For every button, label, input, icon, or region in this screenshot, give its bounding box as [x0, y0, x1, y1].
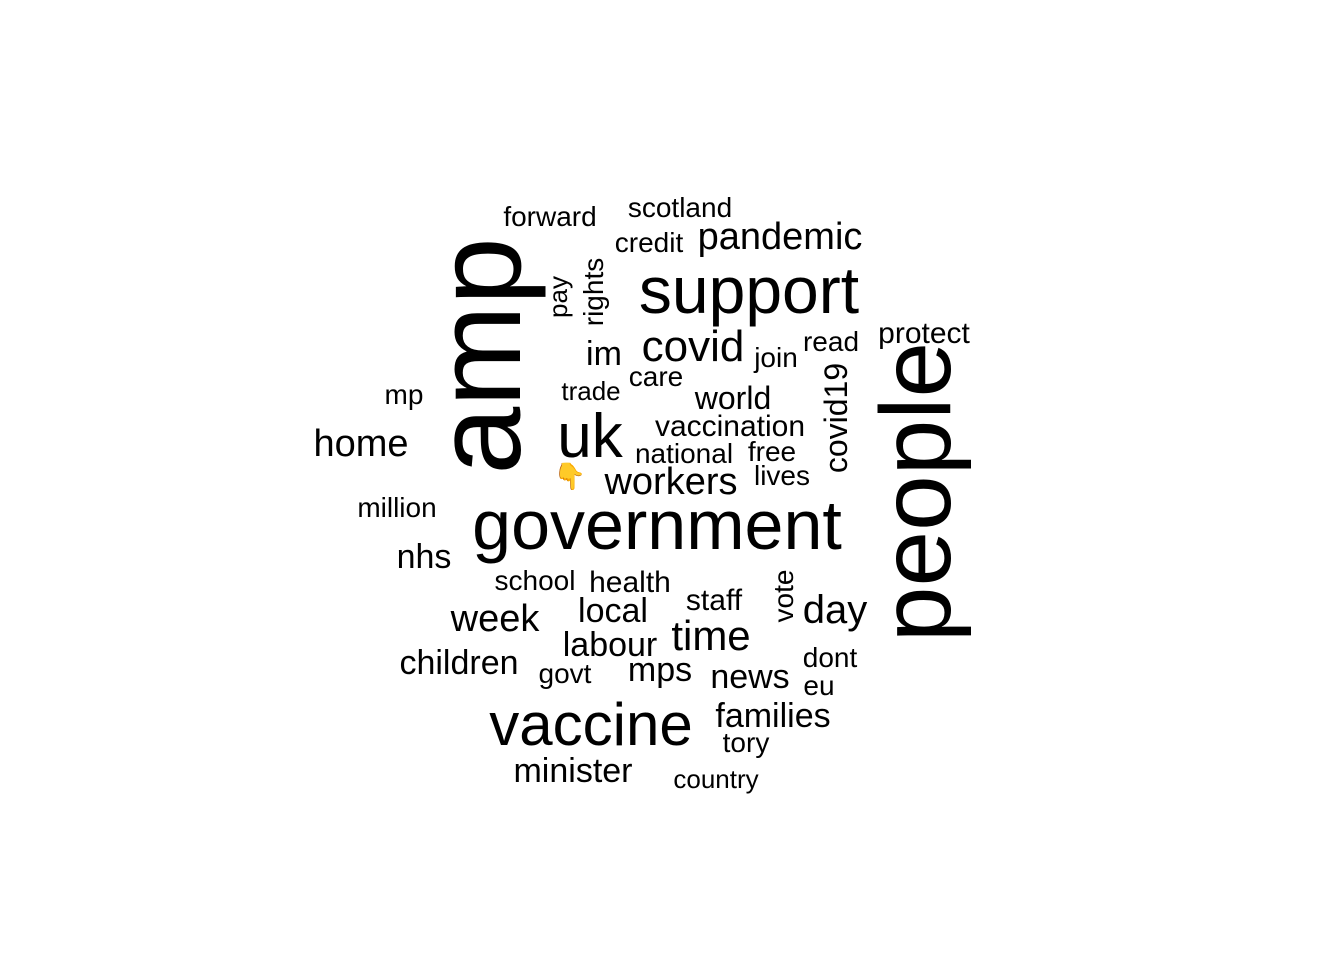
word-amp: amp	[410, 237, 546, 475]
word-pandemic: pandemic	[697, 216, 863, 258]
word-week: week	[450, 598, 540, 640]
word-forward: forward	[503, 201, 597, 232]
word-workers: workers	[604, 461, 738, 503]
word-support: support	[638, 253, 860, 327]
word-join: join	[754, 342, 798, 373]
word-covid: covid	[641, 322, 745, 371]
word-staff: staff	[685, 584, 743, 617]
word-im: im	[586, 335, 622, 373]
word-mp: mp	[384, 379, 424, 410]
word-children: children	[399, 644, 519, 682]
word-world: world	[694, 380, 772, 416]
word-scotland: scotland	[627, 192, 733, 223]
word-trade: trade	[561, 376, 621, 406]
word-vote: vote	[768, 569, 799, 623]
word-vaccination: vaccination	[654, 410, 806, 443]
word-care: care	[628, 361, 684, 392]
word-protect: protect	[878, 317, 970, 350]
word-minister: minister	[513, 752, 633, 790]
word-vaccine: vaccine	[489, 691, 693, 758]
word-day: day	[802, 588, 868, 632]
word-credit: credit	[614, 227, 684, 258]
word-million: million	[357, 492, 437, 523]
word-eu: eu	[803, 670, 835, 701]
word-read: read	[802, 326, 860, 357]
word-covid19: covid19	[818, 362, 854, 474]
word-people: people	[860, 341, 972, 643]
word-nhs: nhs	[396, 538, 452, 576]
word-government: government	[472, 486, 842, 564]
word-tory: tory	[722, 727, 770, 758]
word-lives: lives	[753, 460, 811, 491]
word-pay: pay	[543, 276, 573, 318]
word-school: school	[494, 565, 576, 596]
word-health: health	[589, 566, 671, 599]
word-families: families	[715, 697, 831, 735]
word-free: free	[747, 436, 797, 467]
word-country: country	[673, 764, 759, 794]
word-local: local	[578, 592, 648, 630]
word-govt: govt	[538, 658, 592, 689]
word-home: home	[313, 423, 409, 465]
word-time: time	[671, 612, 751, 659]
word-rights: rights	[578, 257, 609, 327]
word-national: national	[634, 438, 734, 469]
word-mps: mps	[627, 651, 693, 689]
word-uk: uk	[557, 402, 623, 471]
word-news: news	[710, 658, 790, 696]
word-dont: dont	[802, 642, 858, 673]
pointing-down-hand-icon: 👇	[553, 462, 587, 492]
word-labour: labour	[562, 626, 658, 664]
